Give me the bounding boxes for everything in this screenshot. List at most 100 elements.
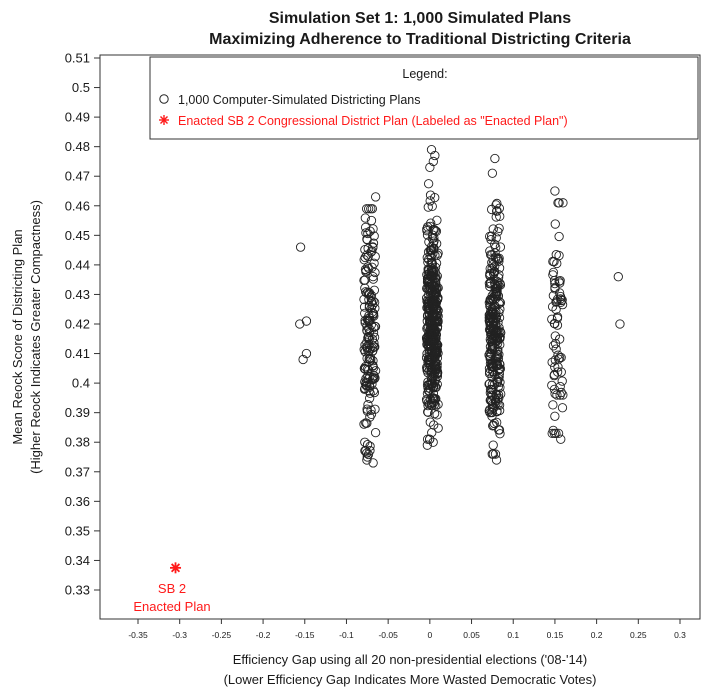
simulated-plan-point: [363, 204, 374, 214]
simulated-plan-point: [489, 288, 499, 298]
simulated-plan-point: [550, 411, 560, 421]
simulated-plan-point: [361, 204, 372, 214]
simulated-plan-point: [551, 304, 561, 315]
simulated-plan-point: [425, 417, 435, 427]
simulated-plan-point: [428, 373, 438, 383]
simulated-plan-point: [557, 403, 568, 413]
simulated-plan-point: [359, 255, 369, 265]
simulated-plan-point: [495, 377, 505, 387]
simulated-plan-point: [491, 326, 501, 337]
y-tick-label: 0.38: [65, 435, 90, 450]
simulated-plan-point: [433, 399, 443, 409]
simulated-plan-point: [426, 375, 437, 385]
simulated-plan-point: [367, 343, 377, 353]
x-tick-label: -0.1: [339, 630, 354, 640]
y-tick-label: 0.37: [65, 464, 90, 479]
simulated-plan-point: [425, 342, 435, 352]
y-tick-label: 0.43: [65, 287, 90, 302]
simulated-plan-point: [553, 362, 563, 372]
y-tick-label: 0.48: [65, 139, 90, 154]
simulated-plan-point: [496, 328, 506, 338]
simulated-plan-point: [426, 258, 436, 268]
simulated-plan-point: [491, 200, 501, 210]
simulated-plan-point: [362, 404, 372, 414]
simulated-plan-point: [487, 291, 497, 301]
simulated-plan-point: [492, 377, 503, 388]
simulated-plan-point: [429, 408, 440, 419]
legend-entry-enacted: Enacted SB 2 Congressional District Plan…: [178, 114, 568, 128]
simulated-plan-point: [360, 446, 370, 456]
simulated-plan-point: [370, 192, 381, 202]
simulated-plan-point: [422, 407, 433, 417]
simulated-plan-point: [363, 449, 374, 460]
simulated-plan-point: [429, 288, 440, 298]
simulated-plan-point: [556, 367, 566, 377]
simulated-plan-point: [489, 418, 499, 429]
simulated-plan-point: [548, 400, 558, 410]
x-tick-label: 0: [427, 630, 432, 640]
simulated-plan-point: [359, 275, 369, 286]
simulated-plan-point: [495, 242, 506, 252]
simulated-plan-point: [426, 365, 436, 376]
x-tick-label: -0.15: [295, 630, 315, 640]
simulated-plan-point: [423, 264, 433, 274]
y-tick-label: 0.51: [65, 51, 90, 66]
simulated-plan-point: [425, 280, 435, 290]
simulated-plan-point: [370, 251, 380, 262]
simulated-plan-point: [362, 455, 372, 465]
simulated-plan-point: [556, 297, 566, 308]
simulated-plan-point: [424, 316, 435, 326]
simulated-plan-point: [364, 316, 374, 326]
simulated-plan-point: [423, 368, 433, 378]
x-axis-label-line-2: (Lower Efficiency Gap Indicates More Was…: [224, 672, 597, 687]
simulated-plan-point: [550, 331, 560, 341]
simulated-plan-point: [493, 399, 503, 410]
simulated-plan-point: [428, 388, 439, 399]
simulated-plan-point: [369, 387, 380, 398]
simulated-plan-point: [422, 224, 432, 234]
enacted-plan-marker-group: [170, 562, 182, 574]
simulated-plan-point: [431, 401, 441, 411]
x-axis: -0.35 -0.3 -0.25 -0.2 -0.15 -0.1 -0.05 0 0.05 0.1…: [128, 619, 686, 640]
simulated-plan-point: [488, 362, 499, 373]
simulated-plan-point: [295, 242, 306, 252]
simulated-plan-point: [370, 427, 381, 438]
simulated-plan-point: [491, 206, 502, 216]
simulated-plan-point: [495, 429, 505, 439]
simulated-plan-point: [426, 144, 437, 155]
simulated-plan-point: [554, 288, 565, 298]
simulated-plan-point: [488, 255, 498, 265]
simulated-plan-point: [364, 380, 375, 391]
simulated-plan-point: [554, 231, 564, 242]
simulated-plan-point: [485, 352, 495, 362]
simulated-plan-point: [430, 150, 440, 161]
simulated-plan-point: [489, 267, 499, 277]
simulated-plan-point: [558, 198, 568, 208]
legend: Legend: 1,000 Computer-Simulated Distric…: [149, 56, 699, 140]
simulated-plan-point: [485, 268, 495, 279]
simulated-plan-point: [490, 449, 501, 459]
simulated-plan-point: [422, 388, 433, 399]
simulated-plan-point: [428, 382, 439, 392]
simulated-plan-point: [496, 389, 506, 399]
simulated-plan-point: [363, 228, 373, 239]
simulated-plan-point: [425, 353, 436, 363]
simulated-plan-point: [360, 213, 370, 223]
simulated-plan-point: [555, 352, 565, 363]
x-tick-label: -0.05: [378, 630, 398, 640]
simulated-plan-point: [364, 357, 374, 367]
simulated-plan-point: [366, 355, 376, 365]
simulated-plan-point: [432, 365, 442, 375]
simulated-plan-point: [365, 445, 375, 456]
simulated-plan-point: [421, 362, 432, 373]
simulated-plan-point: [432, 340, 443, 350]
simulated-plan-point: [552, 312, 563, 322]
enacted-plan-annotation-line-2: Enacted Plan: [133, 599, 210, 614]
simulated-plan-point: [488, 449, 498, 459]
simulated-plan-point: [558, 390, 568, 400]
x-tick-label: -0.35: [128, 630, 148, 640]
y-tick-label: 0.4: [72, 376, 90, 391]
simulated-plan-point: [361, 342, 372, 352]
simulated-plan-point: [370, 404, 380, 414]
